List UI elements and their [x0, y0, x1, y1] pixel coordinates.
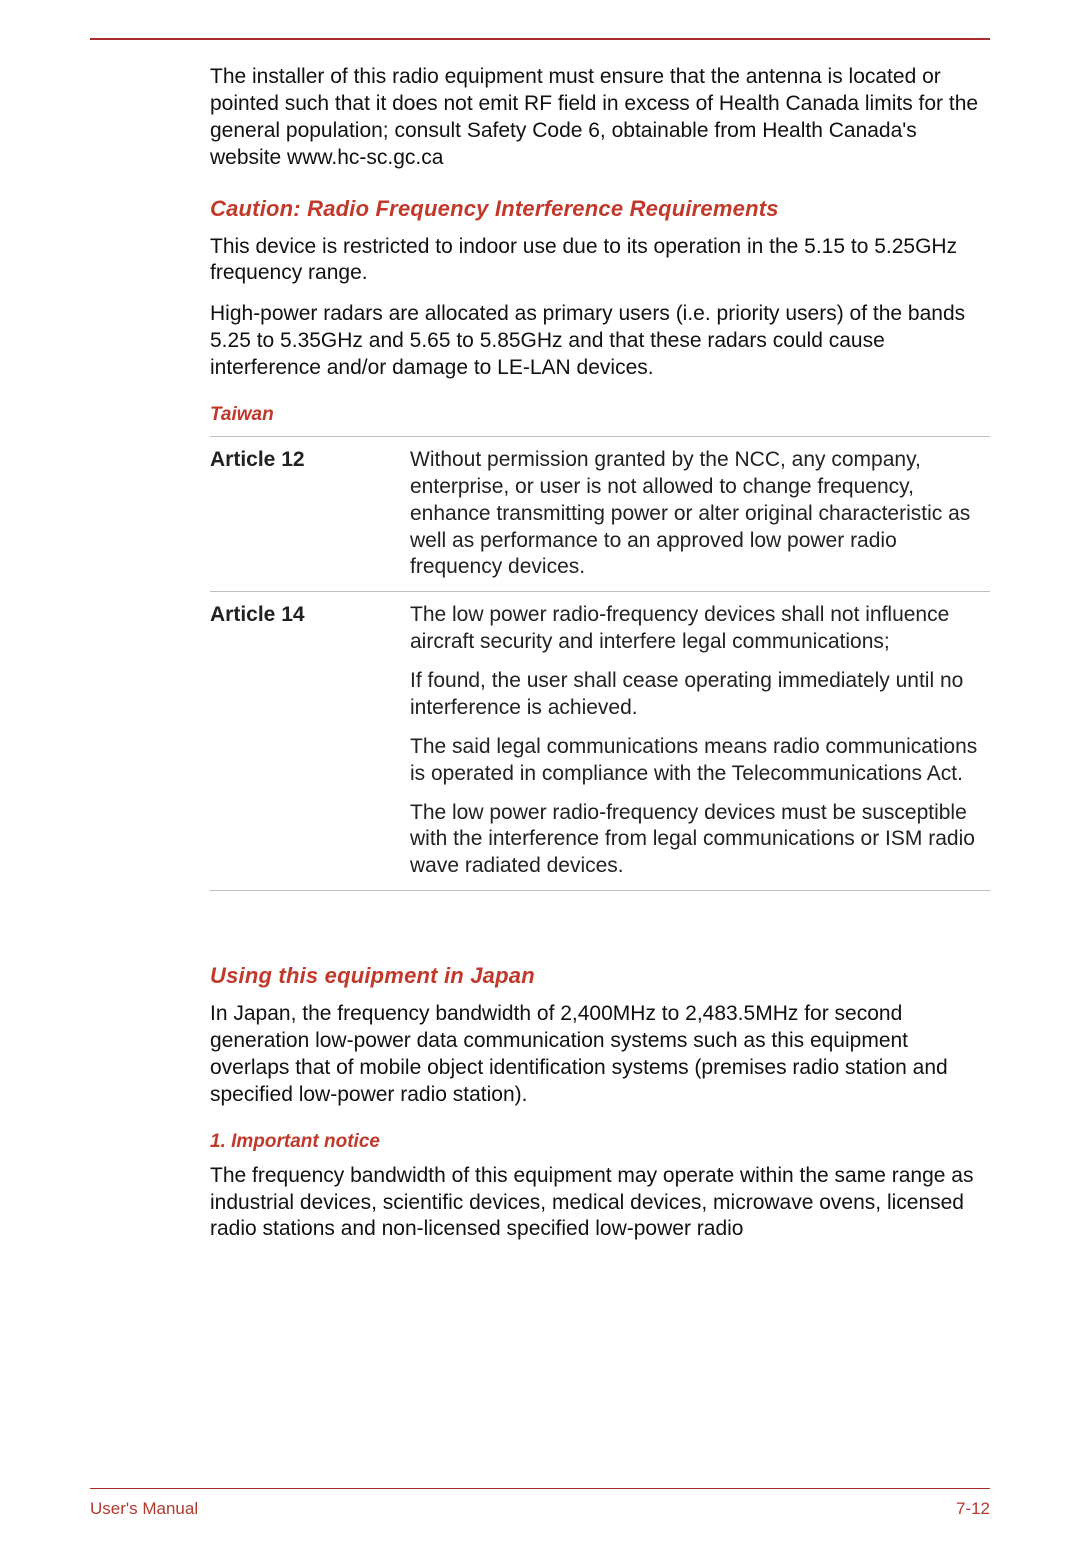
article-body: The low power radio-frequency devices sh…: [410, 592, 990, 891]
heading-japan: Using this equipment in Japan: [210, 963, 990, 989]
page: The installer of this radio equipment mu…: [0, 38, 1080, 1559]
page-footer: User's Manual 7-12: [90, 1488, 990, 1519]
article-paragraph: The low power radio-frequency devices mu…: [410, 800, 984, 881]
japan-sub-p1: The frequency bandwidth of this equipmen…: [210, 1163, 990, 1244]
content-area: The installer of this radio equipment mu…: [90, 40, 990, 1243]
footer-page-number: 7-12: [956, 1499, 990, 1519]
article-label: Article 14: [210, 592, 410, 891]
spacer: [210, 891, 990, 939]
article-paragraph: Without permission granted by the NCC, a…: [410, 447, 984, 581]
heading-caution: Caution: Radio Frequency Interference Re…: [210, 196, 990, 222]
caution-p1: This device is restricted to indoor use …: [210, 234, 990, 288]
article-label: Article 12: [210, 436, 410, 591]
caution-p2: High-power radars are allocated as prima…: [210, 301, 990, 382]
japan-p1: In Japan, the frequency bandwidth of 2,4…: [210, 1001, 990, 1109]
table-row: Article 14 The low power radio-frequency…: [210, 592, 990, 891]
subheading-important-notice: 1. Important notice: [210, 1131, 990, 1153]
article-paragraph: The said legal communications means radi…: [410, 734, 984, 788]
footer-left: User's Manual: [90, 1499, 198, 1519]
article-body: Without permission granted by the NCC, a…: [410, 436, 990, 591]
taiwan-article-table: Article 12 Without permission granted by…: [210, 436, 990, 891]
table-row: Article 12 Without permission granted by…: [210, 436, 990, 591]
article-paragraph: The low power radio-frequency devices sh…: [410, 602, 984, 656]
heading-taiwan: Taiwan: [210, 404, 990, 426]
intro-paragraph: The installer of this radio equipment mu…: [210, 64, 990, 172]
article-paragraph: If found, the user shall cease operating…: [410, 668, 984, 722]
